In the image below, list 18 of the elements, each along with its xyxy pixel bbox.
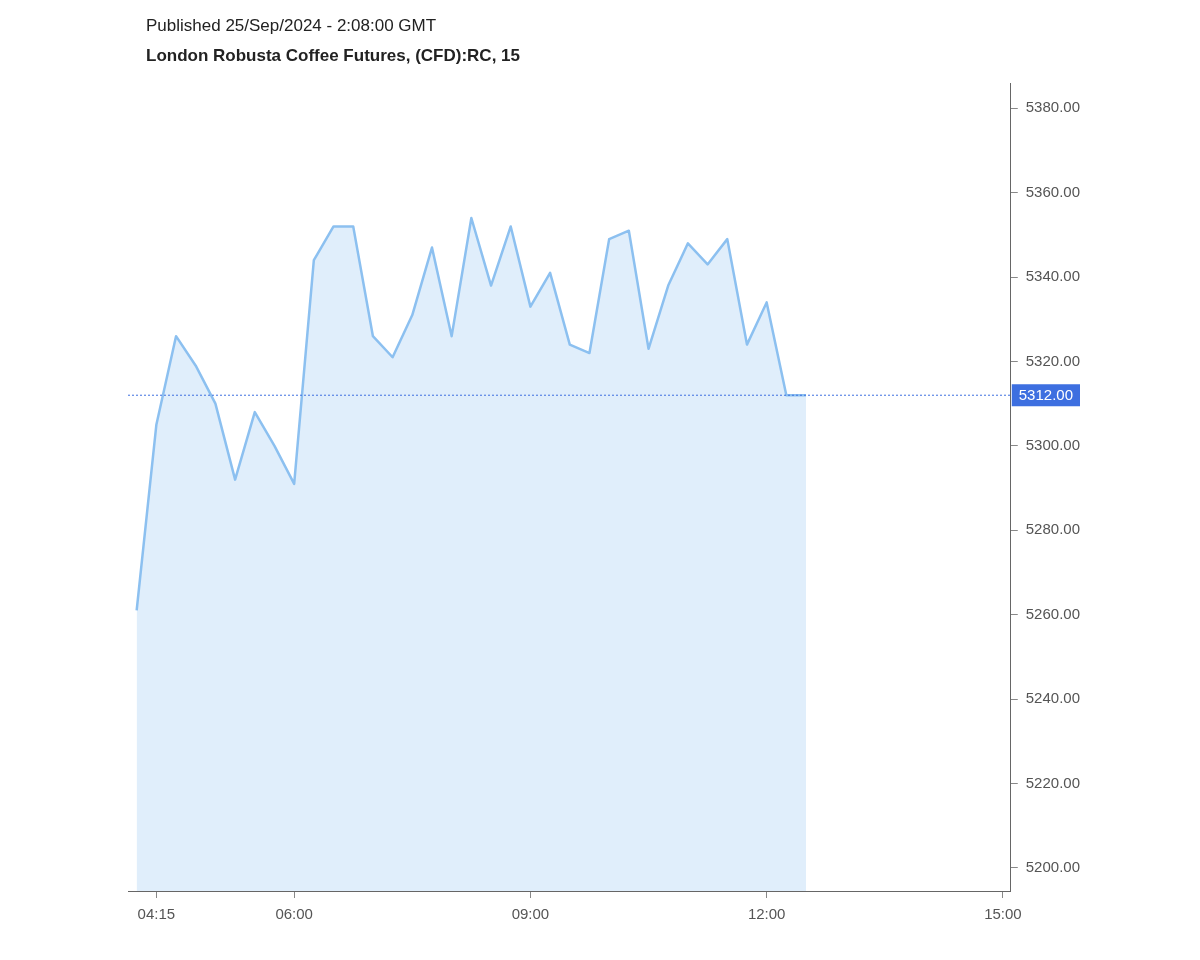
x-tick-label: 09:00 (511, 905, 550, 923)
y-tick-label: 5360.00 (1025, 182, 1081, 200)
y-tick-label: 5220.00 (1025, 773, 1081, 791)
y-tick-label: 5380.00 (1025, 98, 1081, 116)
y-tick-label: 5340.00 (1025, 267, 1081, 285)
x-tick-label: 15:00 (984, 905, 1022, 923)
ref-line-label: 5312.00 (1018, 386, 1074, 404)
y-tick-label: 5240.00 (1025, 689, 1081, 707)
x-tick-label: 12:00 (747, 905, 786, 923)
chart-title: London Robusta Coffee Futures, (CFD):RC, 15 (146, 46, 521, 66)
x-tick-label: 06:00 (275, 905, 313, 923)
y-tick-label: 5280.00 (1025, 520, 1081, 538)
x-tick-label: 04:15 (137, 905, 176, 923)
y-tick-label: 5300.00 (1025, 436, 1081, 453)
text: Published 25/Sep/2024 - 2:08:00 GMT (146, 16, 438, 36)
y-tick-label: 5320.00 (1025, 351, 1081, 369)
y-tick-label: 5200.00 (1025, 857, 1081, 875)
y-tick-label: 5260.00 (1025, 604, 1081, 622)
